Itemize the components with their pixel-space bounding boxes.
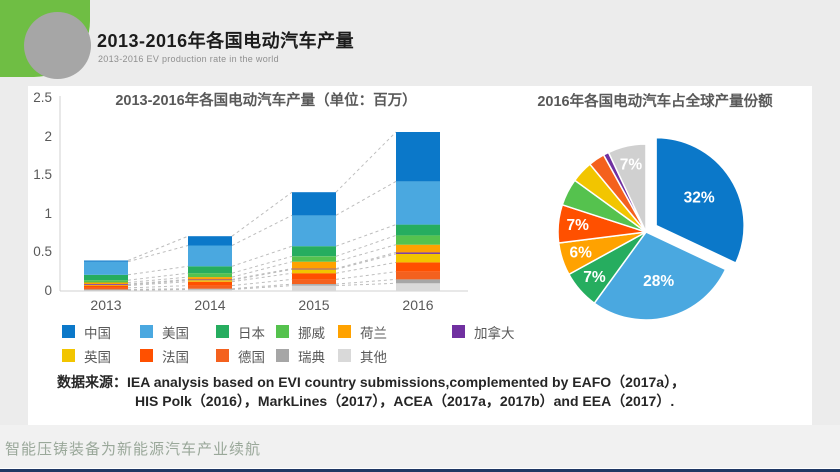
y-tick-label: 2.5 [33,90,52,105]
pie-chart-title: 2016年各国电动汽车占全球产量份额 [537,94,773,110]
legend-label: 荷兰 [360,325,387,341]
x-tick-label: 2014 [194,297,226,313]
page-title: 2013-2016年各国电动汽车产量 [97,31,355,51]
y-tick-label: 0 [44,283,52,298]
legend-item-德国: 德国 [216,348,265,365]
x-tick-label: 2013 [90,297,122,313]
legend-swatch [62,349,75,362]
legend-item-英国: 英国 [62,348,111,365]
legend-item-中国: 中国 [62,324,111,341]
x-tick-label: 2015 [298,297,330,313]
legend-item-美国: 美国 [140,324,189,341]
legend-swatch [62,325,75,338]
footer-slogan: 智能压铸装备为新能源汽车产业续航 [5,441,262,458]
legend-item-瑞典: 瑞典 [276,348,325,365]
header-circle-decoration [24,12,91,79]
legend-swatch [452,325,465,338]
legend-label: 挪威 [298,325,325,341]
legend-item-荷兰: 荷兰 [338,324,387,341]
slide-footer: 智能压铸装备为新能源汽车产业续航 [0,425,840,472]
legend-label: 日本 [238,325,265,341]
page-subtitle: 2013-2016 EV production rate in the worl… [98,54,279,64]
legend-swatch [338,349,351,362]
legend-label: 德国 [238,349,265,365]
bar-chart-title: 2013-2016年各国电动汽车产量（单位：百万） [115,93,417,109]
footer-accent-line [0,468,840,472]
legend-swatch [276,349,289,362]
y-tick-label: 1 [44,205,52,221]
legend-swatch [140,349,153,362]
legend-label: 英国 [84,349,111,365]
y-tick-label: 0.5 [33,244,52,260]
legend-label: 瑞典 [298,349,325,365]
legend-item-法国: 法国 [140,348,189,365]
x-tick-label: 2016 [402,297,434,313]
legend-label: 美国 [162,325,189,341]
y-tick-label: 1.5 [33,167,52,183]
legend-label: 中国 [84,325,111,341]
legend-label: 法国 [162,349,189,365]
legend-swatch [338,325,351,338]
data-source: 数据来源：IEA analysis based on EVI country s… [57,373,685,411]
source-line-1: 数据来源：IEA analysis based on EVI country s… [57,374,686,390]
y-tick-label: 2 [44,128,52,144]
legend-swatch [216,349,229,362]
legend-item-日本: 日本 [216,324,265,341]
legend-item-其他: 其他 [338,348,387,365]
legend-item-挪威: 挪威 [276,324,325,341]
legend-item-加拿大: 加拿大 [452,324,515,341]
legend-swatch [276,325,289,338]
legend-label: 加拿大 [474,325,515,341]
legend-label: 其他 [360,349,387,365]
source-line-2: HIS Polk（2016），MarkLines（2017），ACEA（2017… [135,393,675,409]
legend-swatch [216,325,229,338]
legend-swatch [140,325,153,338]
